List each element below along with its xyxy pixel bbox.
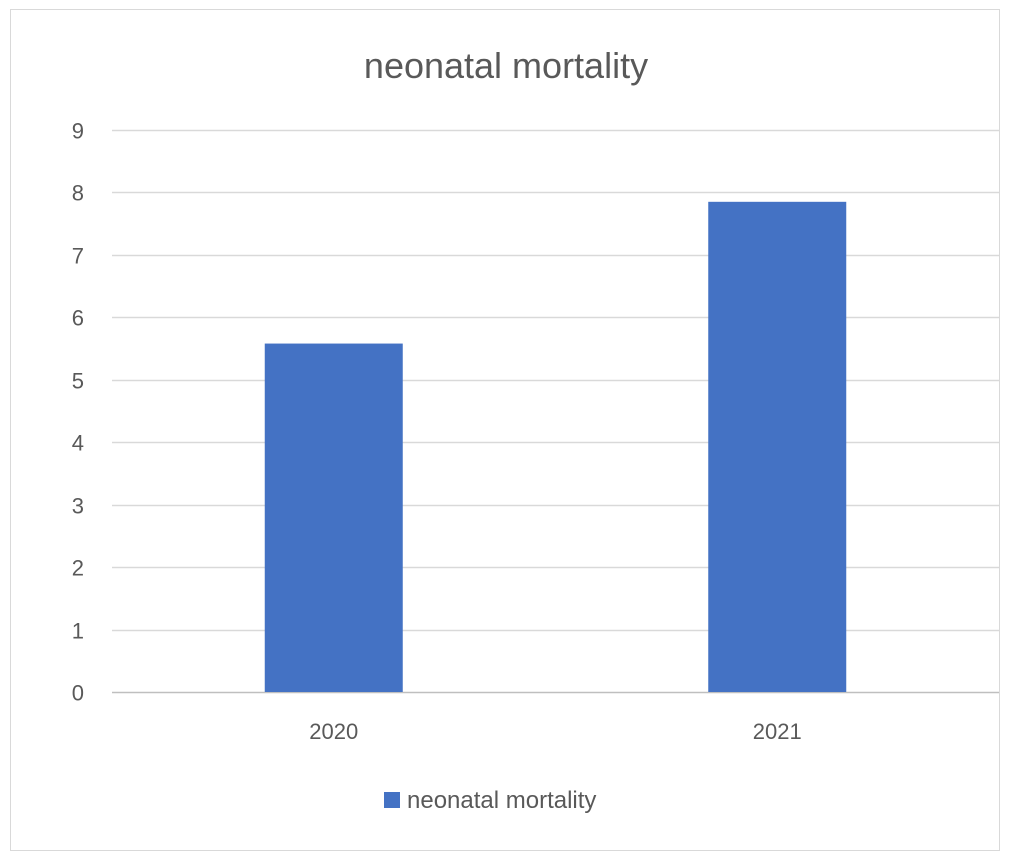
y-tick-label: 3: [72, 494, 84, 519]
y-tick-label: 2: [72, 556, 84, 581]
y-tick-label: 6: [72, 306, 84, 331]
y-tick-label: 8: [72, 181, 84, 206]
y-tick-label: 5: [72, 369, 84, 394]
y-tick-label: 9: [72, 119, 84, 144]
x-tick-label: 2020: [309, 719, 358, 744]
y-tick-label: 4: [72, 431, 84, 456]
bar-2020: [264, 343, 403, 692]
x-tick-label: 2021: [753, 719, 802, 744]
legend-label: neonatal mortality: [407, 787, 596, 814]
gridlines: [112, 129, 999, 694]
x-axis-ticks: 2020 2021: [309, 719, 801, 744]
y-axis-ticks: 0 1 2 3 4 5 6 7 8 9: [72, 119, 84, 706]
bars: [264, 201, 847, 693]
y-tick-label: 1: [72, 619, 84, 644]
y-tick-label: 0: [72, 681, 84, 706]
legend-swatch: [384, 792, 400, 808]
legend: neonatal mortality: [384, 787, 596, 814]
bar-2021: [708, 201, 847, 693]
chart-title: neonatal mortality: [364, 45, 648, 86]
y-tick-label: 7: [72, 244, 84, 269]
